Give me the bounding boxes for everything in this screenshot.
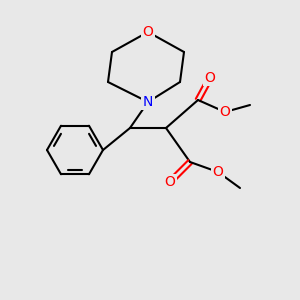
Text: O: O bbox=[213, 165, 224, 179]
Text: O: O bbox=[205, 71, 215, 85]
Text: N: N bbox=[143, 95, 153, 109]
Text: O: O bbox=[165, 175, 176, 189]
Text: O: O bbox=[142, 25, 153, 39]
Text: O: O bbox=[220, 105, 230, 119]
